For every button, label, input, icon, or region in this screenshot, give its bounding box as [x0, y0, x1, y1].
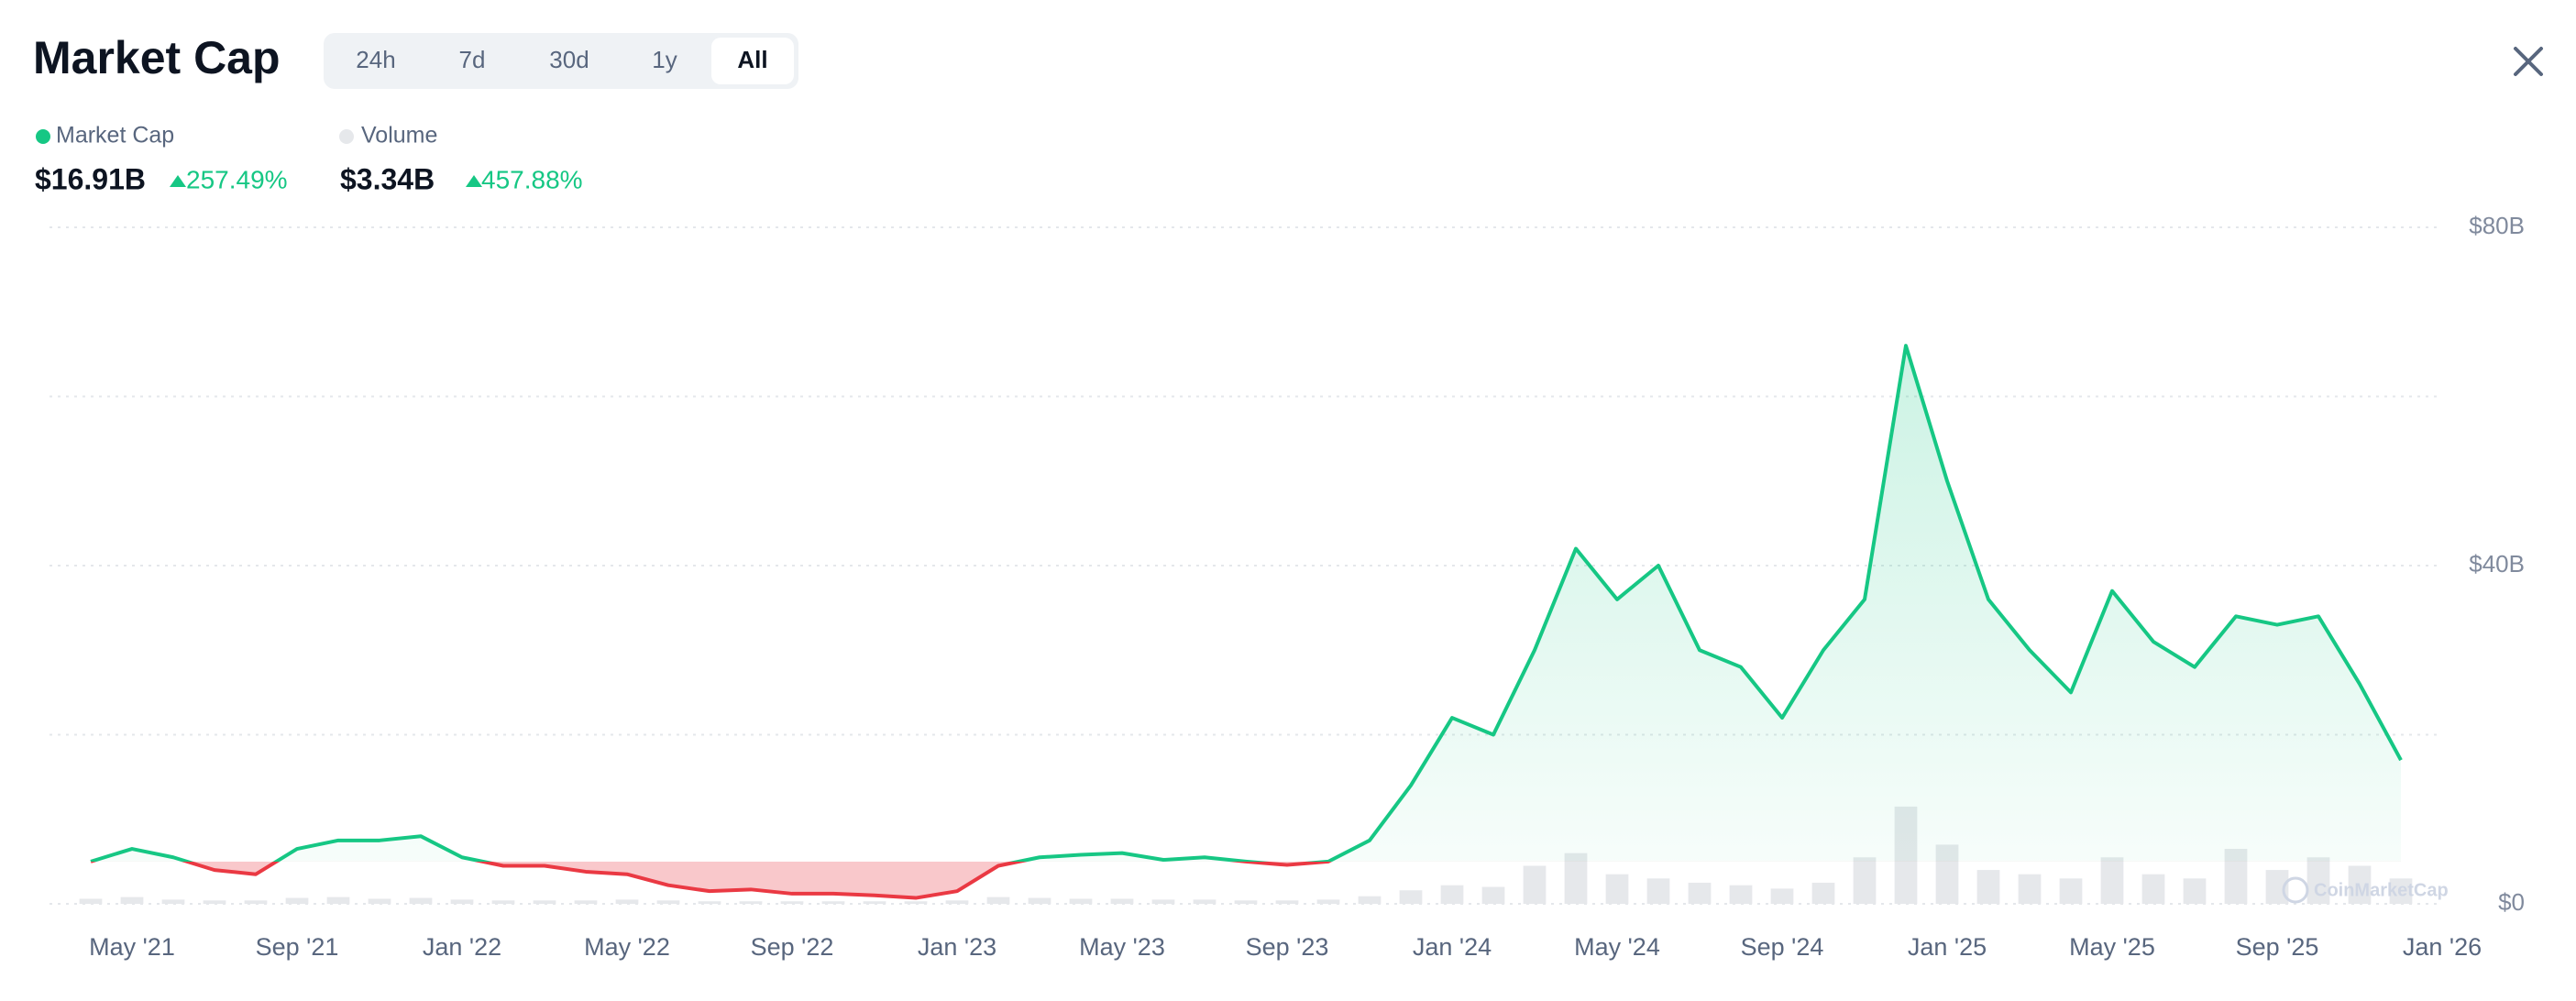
change-arrow	[466, 175, 482, 187]
volume-bar	[2348, 865, 2372, 904]
tab[interactable]: All	[737, 46, 767, 73]
volume-bar	[1358, 896, 1382, 904]
x-tick-label: Jan '24	[1413, 933, 1492, 961]
y-tick-label: $80B	[2469, 212, 2525, 239]
tab[interactable]: 7d	[459, 46, 486, 73]
volume-bar	[79, 898, 103, 904]
change-arrow	[170, 175, 186, 187]
current-value: $16.91B	[35, 162, 146, 195]
volume-bar	[1688, 882, 1712, 904]
volume-bar	[326, 896, 350, 904]
volume-bar	[1110, 898, 1134, 904]
volume-bar	[1811, 882, 1835, 904]
y-tick-label: $40B	[2469, 550, 2525, 578]
volume-bar	[161, 899, 185, 904]
x-tick-label: Jan '25	[1908, 933, 1987, 961]
volume-bar	[739, 901, 763, 904]
volume-bar	[1605, 874, 1629, 904]
volume-bar	[2183, 878, 2207, 904]
x-tick-label: Jan '22	[423, 933, 501, 961]
change-value: 257.49%	[186, 165, 288, 193]
volume-bar	[945, 900, 969, 904]
volume-bar	[656, 900, 680, 904]
volume-bar	[698, 901, 721, 904]
tab-active-bg	[711, 38, 794, 84]
x-tick-label: Sep '24	[1741, 933, 1824, 961]
volume-bar	[2018, 874, 2042, 904]
volume-bar	[574, 900, 598, 904]
volume-bar	[2059, 878, 2083, 904]
close-button[interactable]	[2514, 47, 2543, 76]
volume-bar	[120, 896, 144, 904]
current-value: $3.34B	[340, 162, 435, 195]
legend-dot	[36, 129, 50, 144]
volume-bar	[533, 900, 556, 904]
chart-title: Market Cap	[33, 32, 281, 83]
volume-bar	[491, 900, 515, 904]
x-tick-label: May '22	[584, 933, 670, 961]
volume-bar	[2100, 857, 2124, 904]
volume-bar	[1853, 857, 1877, 904]
volume-bar	[1399, 890, 1423, 904]
volume-bar	[1729, 885, 1753, 904]
volume-bar	[450, 899, 474, 904]
volume-bar	[203, 900, 226, 904]
tab[interactable]: 1y	[652, 46, 677, 73]
volume-bar	[1028, 897, 1051, 904]
legend-label: Market Cap	[56, 123, 174, 148]
volume-bar	[285, 897, 309, 904]
volume-bar	[2141, 874, 2165, 904]
volume-bar	[1151, 899, 1175, 904]
watermark-logo	[2282, 876, 2309, 904]
area-up	[91, 346, 2401, 862]
x-tick-label: Sep '25	[2236, 933, 2319, 961]
volume-bar	[409, 897, 433, 904]
legend-label: Volume	[361, 123, 437, 148]
x-tick-label: Sep '22	[751, 933, 834, 961]
volume-bar	[780, 901, 804, 904]
volume-bar	[2389, 878, 2413, 904]
x-tick-label: May '21	[89, 933, 175, 961]
volume-bar	[821, 901, 845, 904]
volume-bar	[1481, 886, 1505, 904]
volume-bar	[1193, 899, 1216, 904]
tab[interactable]: 30d	[549, 46, 589, 73]
watermark: CoinMarketCap	[2314, 880, 2449, 900]
volume-bar	[615, 899, 639, 904]
volume-bar	[1770, 888, 1794, 904]
volume-bar	[1069, 898, 1093, 904]
area-down	[91, 861, 2401, 898]
change-value: 457.88%	[481, 165, 583, 193]
x-tick-label: May '23	[1079, 933, 1165, 961]
market-cap-line	[90, 344, 2403, 900]
volume-bar	[863, 901, 886, 904]
volume-bar	[1976, 870, 2000, 904]
volume-bar	[904, 901, 928, 904]
volume-bar	[986, 896, 1010, 904]
tab[interactable]: 24h	[356, 46, 395, 73]
volume-bar	[1275, 900, 1299, 904]
volume-bar	[1234, 900, 1258, 904]
volume-bar	[1523, 865, 1547, 904]
x-tick-label: Sep '23	[1246, 933, 1329, 961]
volume-bar	[2306, 857, 2330, 904]
volume-bar	[1316, 899, 1340, 904]
volume-bar	[244, 900, 268, 904]
volume-bar	[368, 898, 391, 904]
x-tick-label: May '24	[1574, 933, 1660, 961]
x-tick-label: Jan '26	[2403, 933, 2482, 961]
volume-bar	[1646, 878, 1670, 904]
x-tick-label: Sep '21	[256, 933, 339, 961]
x-tick-label: Jan '23	[918, 933, 996, 961]
volume-bar	[1440, 885, 1464, 904]
y-tick-label: $0	[2498, 888, 2525, 916]
x-tick-label: May '25	[2069, 933, 2155, 961]
legend-dot	[339, 129, 354, 144]
tab-bar	[324, 33, 798, 89]
